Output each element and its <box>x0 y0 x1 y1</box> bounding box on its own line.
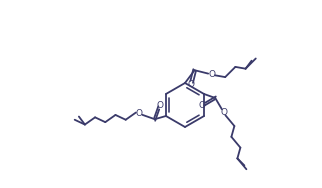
Text: O: O <box>187 80 194 89</box>
Text: O: O <box>220 108 227 117</box>
Text: O: O <box>156 101 163 110</box>
Text: O: O <box>199 101 206 110</box>
Text: O: O <box>208 70 215 79</box>
Text: O: O <box>136 109 143 118</box>
